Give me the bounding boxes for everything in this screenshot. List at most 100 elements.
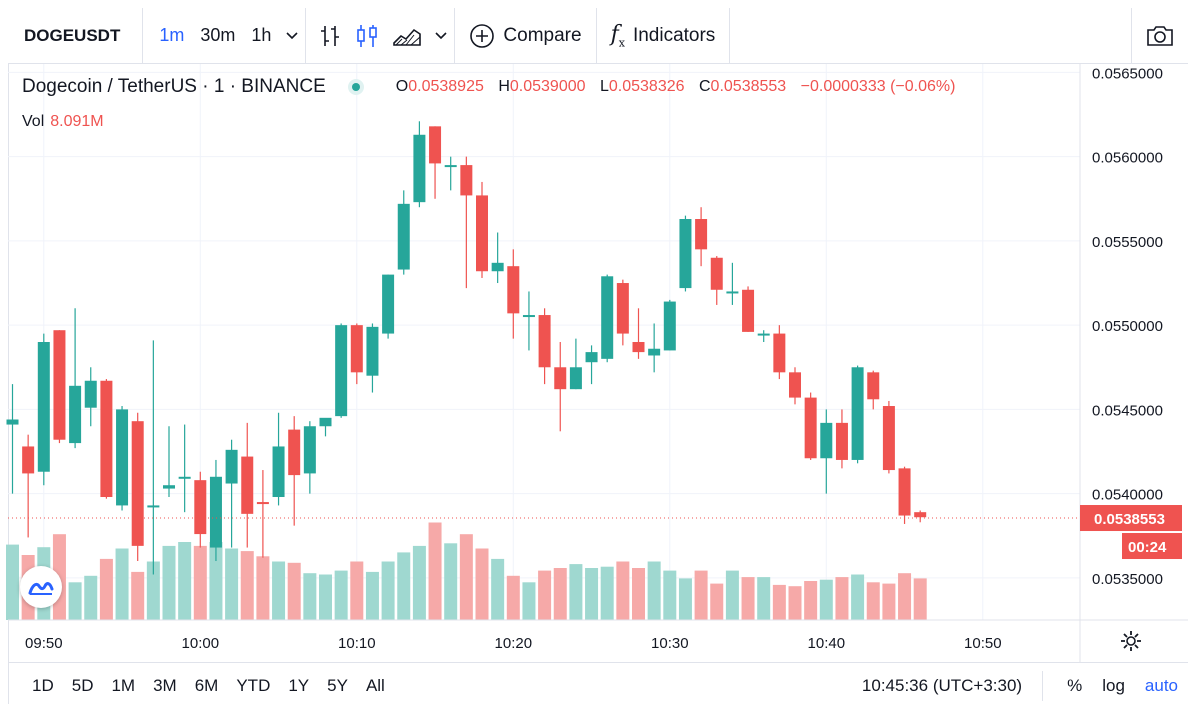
candle-body [256, 502, 269, 505]
candle-body [69, 385, 82, 444]
screenshot-camera-button[interactable] [1131, 8, 1188, 64]
chart-settings-gear-icon[interactable] [1118, 628, 1144, 659]
toolbar-divider [142, 7, 144, 64]
y-tick-label: 0.0540000 [1092, 487, 1163, 504]
high-key: H [498, 78, 510, 95]
candle-body [898, 468, 911, 516]
volume-bar [412, 545, 426, 620]
volume-bar [287, 562, 301, 620]
ohlc-values: O0.0538925 H0.0539000 L0.0538326 C0.0538… [396, 78, 966, 96]
series-title: Dogecoin / TetherUS · 1 · BINANCE [22, 76, 326, 97]
y-tick-label: 0.0555000 [1092, 234, 1163, 251]
high-value: 0.0539000 [509, 78, 586, 95]
volume-bar [569, 564, 583, 620]
candle-body [679, 219, 692, 289]
volume-bar [397, 552, 411, 620]
range-5y[interactable]: 5Y [327, 675, 348, 695]
range-1y[interactable]: 1Y [288, 675, 310, 695]
candle-body [867, 372, 880, 400]
volume-bar [209, 542, 223, 620]
compare-button[interactable]: Compare [455, 8, 595, 64]
volume-bar [115, 548, 129, 620]
camera-icon [1147, 26, 1173, 46]
volume-bar [538, 570, 552, 620]
x-tick-label: 10:40 [808, 635, 846, 652]
percent-scale-toggle[interactable]: % [1067, 675, 1083, 695]
candle-body [773, 333, 786, 373]
change-value: −0.0000333 (−0.06%) [800, 78, 956, 95]
area-chart-type-icon[interactable] [386, 8, 428, 64]
volume-bar [851, 574, 865, 620]
last-price-label: 0.0538553 [1094, 511, 1165, 528]
candle-body [147, 505, 160, 508]
candle-body [476, 195, 488, 272]
candle-body [241, 456, 254, 514]
timeframe-dropdown-chevron-down-icon[interactable] [279, 8, 305, 64]
volume-bar [240, 551, 254, 620]
range-6m[interactable]: 6M [194, 675, 219, 695]
volume-bar [428, 522, 442, 620]
volume-bar [99, 558, 113, 620]
candle-body [804, 397, 817, 459]
volume-bar [585, 568, 599, 620]
candle-body [585, 352, 598, 363]
candle-body [507, 266, 520, 314]
candle-body [100, 380, 113, 498]
volume-bar [710, 583, 724, 620]
range-1m[interactable]: 1M [111, 675, 136, 695]
candles-chart-type-icon[interactable] [348, 8, 386, 64]
bars-chart-type-icon[interactable] [306, 8, 348, 64]
timeframe-1h[interactable]: 1h [251, 25, 272, 45]
toolbar-divider [454, 7, 456, 64]
range-3m[interactable]: 3M [153, 675, 177, 695]
x-tick-label: 10:10 [338, 635, 376, 652]
range-ytd[interactable]: YTD [236, 675, 271, 695]
range-5d[interactable]: 5D [71, 675, 94, 695]
timeframe-1m[interactable]: 1m [159, 25, 185, 45]
volume-bar [647, 561, 661, 620]
tradingview-logo-icon[interactable] [20, 566, 62, 608]
auto-scale-toggle[interactable]: auto [1144, 675, 1178, 695]
indicators-button[interactable]: fx Indicators [597, 8, 730, 64]
close-key: C [698, 78, 711, 95]
y-tick-label: 0.0550000 [1092, 318, 1163, 335]
volume-bar [522, 582, 536, 620]
candle-body [194, 480, 207, 535]
volume-bar [632, 568, 645, 620]
range-1d[interactable]: 1D [32, 675, 54, 695]
y-tick-label: 0.0535000 [1092, 571, 1163, 588]
candle-body [303, 426, 316, 474]
candle-body [522, 315, 535, 318]
timezone-clock[interactable]: 10:45:36 (UTC+3:30) [861, 675, 1023, 695]
candle-body [209, 476, 222, 548]
volume-bar [146, 561, 160, 620]
candle-body [914, 512, 927, 518]
chart-left-border [8, 64, 9, 704]
volume-bar [459, 534, 473, 620]
candle-body [569, 367, 582, 390]
volume-bar [272, 561, 286, 620]
volume-bar [804, 581, 818, 620]
chart-type-chevron-down-icon[interactable] [428, 8, 454, 64]
volume-bar [131, 571, 145, 620]
candle-body [444, 165, 457, 168]
timeframe-30m[interactable]: 30m [200, 25, 236, 45]
volume-bar [178, 542, 192, 620]
candle-body [163, 485, 175, 489]
range-all[interactable]: All [365, 675, 385, 695]
candle-body [757, 333, 770, 336]
candle-body [851, 367, 864, 460]
candle-body [742, 289, 755, 332]
candle-body [397, 203, 410, 270]
candle-body [632, 342, 645, 353]
volume-bar [256, 556, 270, 620]
chart-legend: Dogecoin / TetherUS · 1 · BINANCE O0.053… [22, 76, 965, 98]
symbol-search[interactable]: DOGEUSDT [24, 25, 121, 45]
plus-circle-icon [470, 23, 495, 48]
candle-body [789, 372, 801, 398]
log-scale-toggle[interactable]: log [1102, 675, 1125, 695]
volume-bar [506, 575, 520, 620]
candle-body [491, 262, 504, 272]
candle-body [6, 419, 19, 425]
